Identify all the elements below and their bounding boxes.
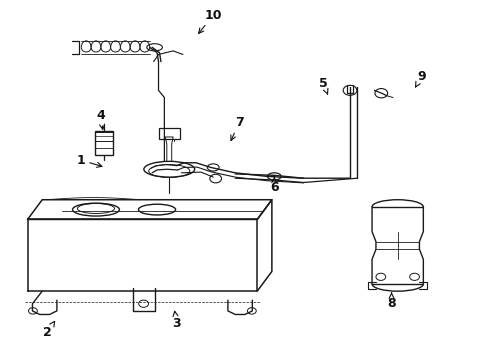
Text: 8: 8 [387,293,396,310]
Text: 9: 9 [416,69,426,87]
Text: 10: 10 [198,9,222,33]
Text: 1: 1 [77,154,102,167]
Bar [159,128,180,139]
Text: 3: 3 [172,311,181,330]
Text: 5: 5 [319,77,328,94]
Text: 2: 2 [43,321,55,339]
Text: 6: 6 [270,176,279,194]
Text: 4: 4 [97,109,105,129]
Text: 7: 7 [231,116,244,140]
Bar [96,131,113,155]
